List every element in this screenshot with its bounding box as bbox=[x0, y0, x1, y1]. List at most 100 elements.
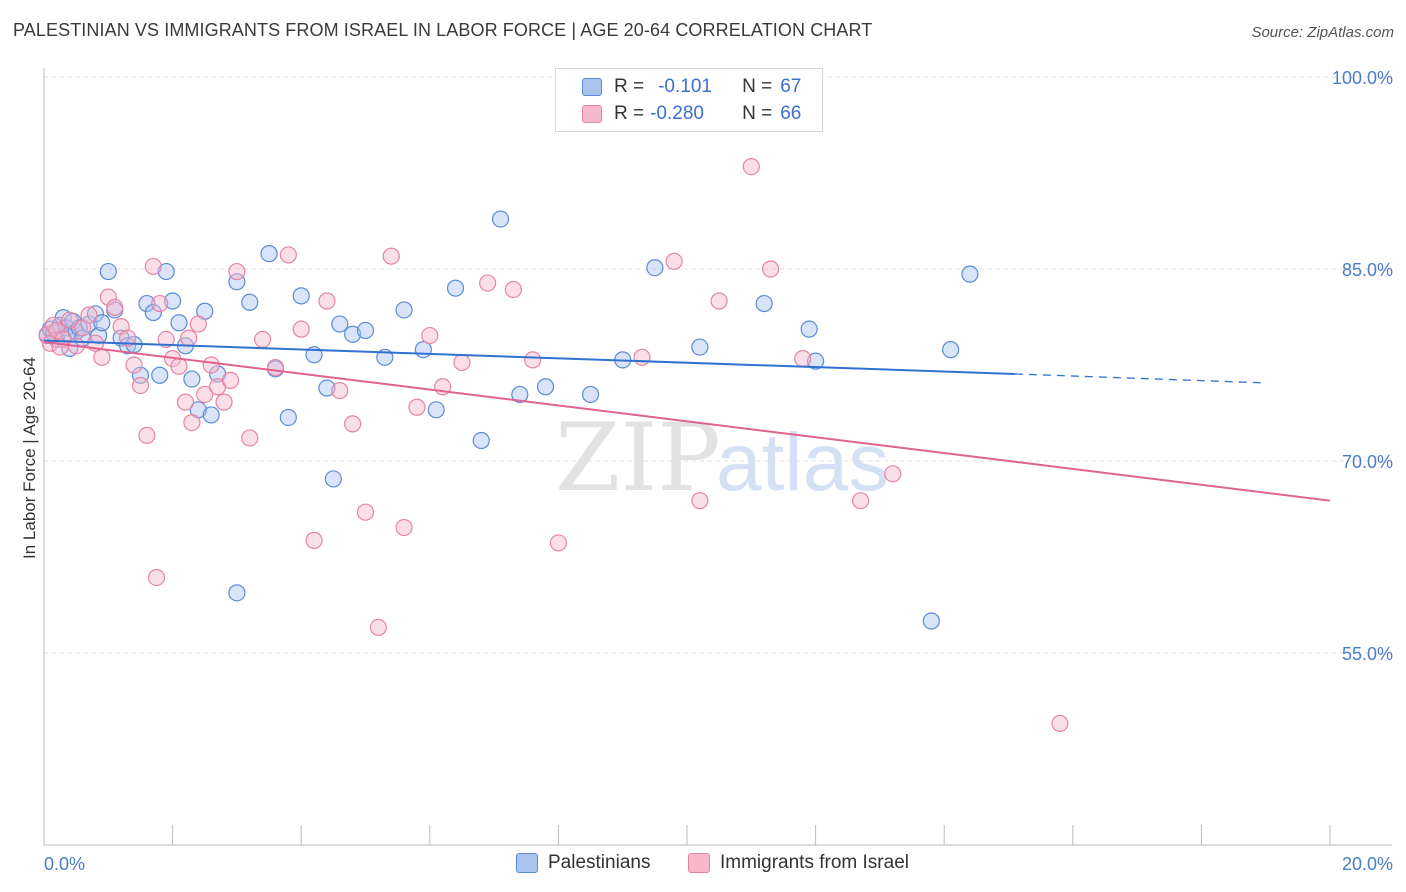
data-point-blue bbox=[228, 273, 246, 291]
y-tick-label: 100.0% bbox=[1332, 68, 1393, 88]
data-point-blue bbox=[646, 259, 664, 277]
data-point-pink bbox=[852, 492, 870, 510]
data-point-pink bbox=[408, 398, 426, 416]
data-points bbox=[38, 158, 1069, 733]
data-point-pink bbox=[80, 306, 98, 324]
legend-item-palestinians[interactable]: Palestinians bbox=[516, 852, 650, 874]
data-point-pink bbox=[157, 330, 175, 348]
data-point-blue bbox=[260, 245, 278, 263]
data-point-pink bbox=[176, 393, 195, 411]
data-point-blue bbox=[961, 265, 979, 283]
data-point-pink bbox=[147, 568, 166, 587]
data-point-blue bbox=[395, 301, 413, 319]
data-point-pink bbox=[125, 356, 143, 374]
data-point-pink bbox=[331, 382, 349, 400]
data-point-pink bbox=[710, 292, 728, 310]
legend-swatch-pink bbox=[688, 853, 710, 873]
series-legend: Palestinians Immigrants from Israel bbox=[0, 852, 1406, 878]
data-point-pink bbox=[138, 426, 156, 444]
data-point-pink bbox=[395, 518, 413, 537]
data-point-blue bbox=[164, 292, 182, 310]
chart-title: PALESTINIAN VS IMMIGRANTS FROM ISRAEL IN… bbox=[13, 20, 873, 40]
data-point-pink bbox=[221, 371, 240, 389]
data-point-blue bbox=[151, 366, 169, 384]
legend-item-israel[interactable]: Immigrants from Israel bbox=[688, 852, 909, 874]
gridlines bbox=[44, 76, 1392, 654]
trend-line-blue bbox=[43, 339, 1015, 375]
data-point-pink bbox=[215, 393, 233, 411]
data-point-blue bbox=[318, 379, 336, 397]
data-point-pink bbox=[884, 465, 902, 483]
data-point-blue bbox=[806, 352, 825, 370]
data-point-pink bbox=[742, 158, 760, 176]
legend-n-label: N = bbox=[742, 103, 773, 124]
data-point-pink bbox=[369, 618, 387, 637]
legend-n-value: 67 bbox=[780, 76, 802, 97]
data-point-blue bbox=[93, 314, 111, 332]
y-tick-label: 85.0% bbox=[1342, 260, 1393, 280]
data-point-blue bbox=[131, 366, 150, 384]
data-point-pink bbox=[48, 321, 66, 340]
data-point-blue bbox=[183, 370, 201, 388]
axes bbox=[43, 68, 1392, 846]
data-point-blue bbox=[344, 325, 362, 343]
data-point-blue bbox=[922, 612, 940, 630]
data-point-pink bbox=[61, 311, 79, 329]
data-point-blue bbox=[99, 262, 117, 281]
legend-label: Immigrants from Israel bbox=[720, 852, 909, 873]
legend-r-label: R = bbox=[614, 103, 645, 124]
data-point-pink bbox=[633, 348, 651, 366]
legend-swatch-blue bbox=[516, 853, 538, 873]
watermark: ZIP atlas bbox=[555, 404, 889, 513]
data-point-blue bbox=[241, 293, 259, 311]
data-point-pink bbox=[254, 330, 272, 348]
legend-r-value: -0.101 bbox=[658, 76, 712, 97]
data-point-pink bbox=[189, 315, 207, 333]
data-point-pink bbox=[421, 326, 439, 345]
data-point-blue bbox=[491, 210, 510, 228]
data-point-blue bbox=[691, 338, 709, 356]
data-point-pink bbox=[196, 385, 214, 404]
data-point-pink bbox=[170, 357, 188, 375]
data-point-blue bbox=[446, 279, 465, 297]
data-point-blue bbox=[157, 262, 175, 281]
y-tick-label: 55.0% bbox=[1342, 644, 1393, 664]
trend-lines bbox=[43, 339, 1331, 502]
data-point-pink bbox=[761, 260, 780, 278]
source-label: Source: ZipAtlas.com bbox=[1251, 24, 1394, 41]
data-point-blue bbox=[324, 470, 342, 488]
data-point-pink bbox=[356, 503, 375, 521]
legend: R = -0.101 N = 67 R = -0.280 N = 66 bbox=[555, 68, 823, 132]
data-point-blue bbox=[427, 401, 445, 419]
data-point-blue bbox=[86, 305, 105, 323]
data-point-blue bbox=[202, 406, 220, 424]
data-point-pink bbox=[144, 257, 162, 276]
data-point-blue bbox=[279, 408, 297, 427]
legend-swatch-blue bbox=[582, 78, 602, 96]
data-point-blue bbox=[331, 315, 349, 333]
legend-n-label: N = bbox=[742, 76, 773, 97]
data-point-pink bbox=[99, 288, 117, 306]
data-point-pink bbox=[479, 274, 497, 292]
data-point-blue bbox=[942, 341, 960, 359]
data-point-pink bbox=[504, 280, 522, 299]
trend-line-pink bbox=[43, 340, 1331, 502]
data-point-pink bbox=[228, 262, 246, 281]
data-point-blue bbox=[138, 294, 156, 313]
data-point-pink bbox=[241, 429, 259, 447]
data-point-blue bbox=[356, 321, 375, 340]
data-point-pink bbox=[292, 320, 310, 338]
y-axis-title: In Labor Force | Age 20-64 bbox=[20, 357, 39, 559]
legend-label: Palestinians bbox=[548, 852, 651, 873]
data-point-pink bbox=[305, 531, 323, 549]
y-tick-label: 70.0% bbox=[1342, 452, 1393, 472]
data-point-blue bbox=[800, 320, 818, 338]
data-point-pink bbox=[279, 246, 297, 264]
data-point-blue bbox=[581, 385, 600, 404]
data-point-pink bbox=[794, 350, 812, 368]
data-point-pink bbox=[131, 376, 150, 395]
tick-labels: 55.0% 70.0% 85.0% 100.0% 0.0% 20.0% bbox=[44, 68, 1393, 874]
legend-row-israel: R = -0.280 N = 66 bbox=[582, 102, 801, 126]
data-point-pink bbox=[118, 329, 137, 347]
